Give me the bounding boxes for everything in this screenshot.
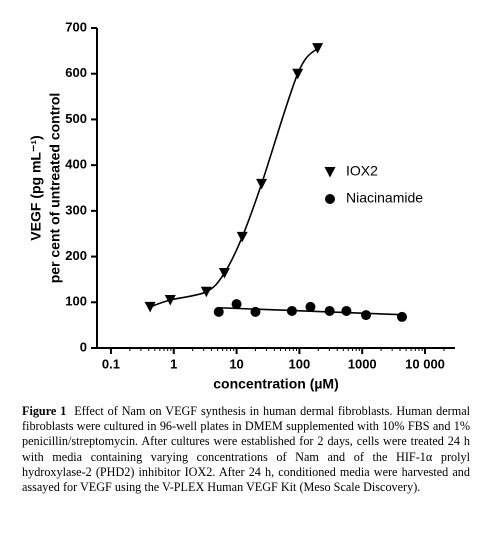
data-point <box>361 310 372 321</box>
data-point <box>218 268 230 279</box>
x-tick-label: 0.1 <box>102 356 120 371</box>
data-point <box>200 286 212 298</box>
y-axis-label: VEGF (pg mL⁻¹) <box>28 135 44 240</box>
fit-curve <box>149 47 319 308</box>
legend-label: IOX2 <box>346 163 378 179</box>
y-tick-label: 400 <box>65 157 87 172</box>
y-tick-label: 700 <box>65 19 87 34</box>
y-tick-label: 200 <box>65 248 87 263</box>
legend-marker <box>325 194 335 204</box>
data-point <box>292 68 304 80</box>
y-tick-label: 300 <box>65 202 87 217</box>
data-point <box>236 231 248 243</box>
caption-label: Figure 1 <box>22 404 67 418</box>
y-tick-label: 0 <box>80 339 87 354</box>
figure-caption: Figure 1 Effect of Nam on VEGF synthesis… <box>22 404 470 495</box>
y-tick-label: 600 <box>65 65 87 80</box>
data-point <box>312 43 324 54</box>
data-point <box>256 178 268 190</box>
y-axis-label-group: VEGF (pg mL⁻¹) per cent of untreated con… <box>28 93 63 284</box>
caption-text: Effect of Nam on VEGF synthesis in human… <box>22 404 470 495</box>
data-point <box>250 306 261 317</box>
legend-marker <box>324 167 336 178</box>
chart: concentration (µM) VEGF (pg mL⁻¹) per ce… <box>28 19 455 392</box>
data-point <box>164 295 176 306</box>
x-axis-label: concentration (µM) <box>213 376 339 392</box>
y-axis-label: per cent of untreated control <box>47 93 63 284</box>
data-point <box>397 311 408 322</box>
legend-label: Niacinamide <box>346 190 423 206</box>
data-point <box>286 305 297 316</box>
y-tick-label: 100 <box>65 294 87 309</box>
x-tick-label: 1000 <box>348 356 377 371</box>
data-point <box>324 305 335 316</box>
data-point <box>213 306 224 317</box>
y-tick-label: 500 <box>65 111 87 126</box>
data-point <box>144 301 156 313</box>
data-point <box>305 301 316 312</box>
data-point <box>341 305 352 316</box>
x-tick-label: 100 <box>289 356 311 371</box>
x-tick-label: 1 <box>170 356 177 371</box>
x-tick-label: 10 <box>229 356 243 371</box>
data-point <box>231 299 242 310</box>
x-tick-label: 10 000 <box>405 356 445 371</box>
